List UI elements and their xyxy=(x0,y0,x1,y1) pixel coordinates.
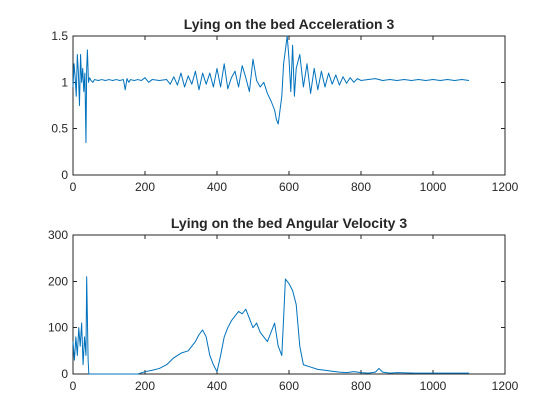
x-tick-label: 1200 xyxy=(492,180,519,194)
y-tick-label: 200 xyxy=(48,274,68,288)
x-tick-label: 1200 xyxy=(492,379,519,393)
x-tick-label: 400 xyxy=(207,379,227,393)
chart-2: Lying on the bed Angular Velocity 3 0 200 4… xyxy=(48,215,519,393)
x-tick-label: 800 xyxy=(351,180,371,194)
y-tick-label: 0 xyxy=(61,168,68,182)
chart-title: Lying on the bed Acceleration 3 xyxy=(184,16,395,32)
x-tick-label: 1000 xyxy=(420,379,447,393)
x-tick-label: 600 xyxy=(279,379,299,393)
y-tick-label: 0 xyxy=(61,367,68,381)
series-line xyxy=(72,35,470,144)
x-tick-label: 600 xyxy=(279,180,299,194)
x-tick-label: 400 xyxy=(207,180,227,194)
chart-title: Lying on the bed Angular Velocity 3 xyxy=(171,215,407,231)
y-tick-label: 0.5 xyxy=(51,122,68,136)
y-tick-label: 1.5 xyxy=(51,29,68,43)
series-line xyxy=(72,276,469,375)
y-tick-label: 1 xyxy=(61,75,68,89)
x-tick-label: 1000 xyxy=(420,180,447,194)
x-tick-label: 200 xyxy=(135,180,155,194)
x-tick-label: 200 xyxy=(135,379,155,393)
chart-1: Lying on the bed Acceleration 3 0 200 400 60… xyxy=(51,16,518,194)
y-tick-label: 100 xyxy=(48,321,68,335)
y-tick-label: 300 xyxy=(48,228,68,242)
x-tick-label: 800 xyxy=(351,379,371,393)
plot-area xyxy=(72,234,506,375)
x-tick-label: 0 xyxy=(70,379,77,393)
x-tick-label: 0 xyxy=(70,180,77,194)
